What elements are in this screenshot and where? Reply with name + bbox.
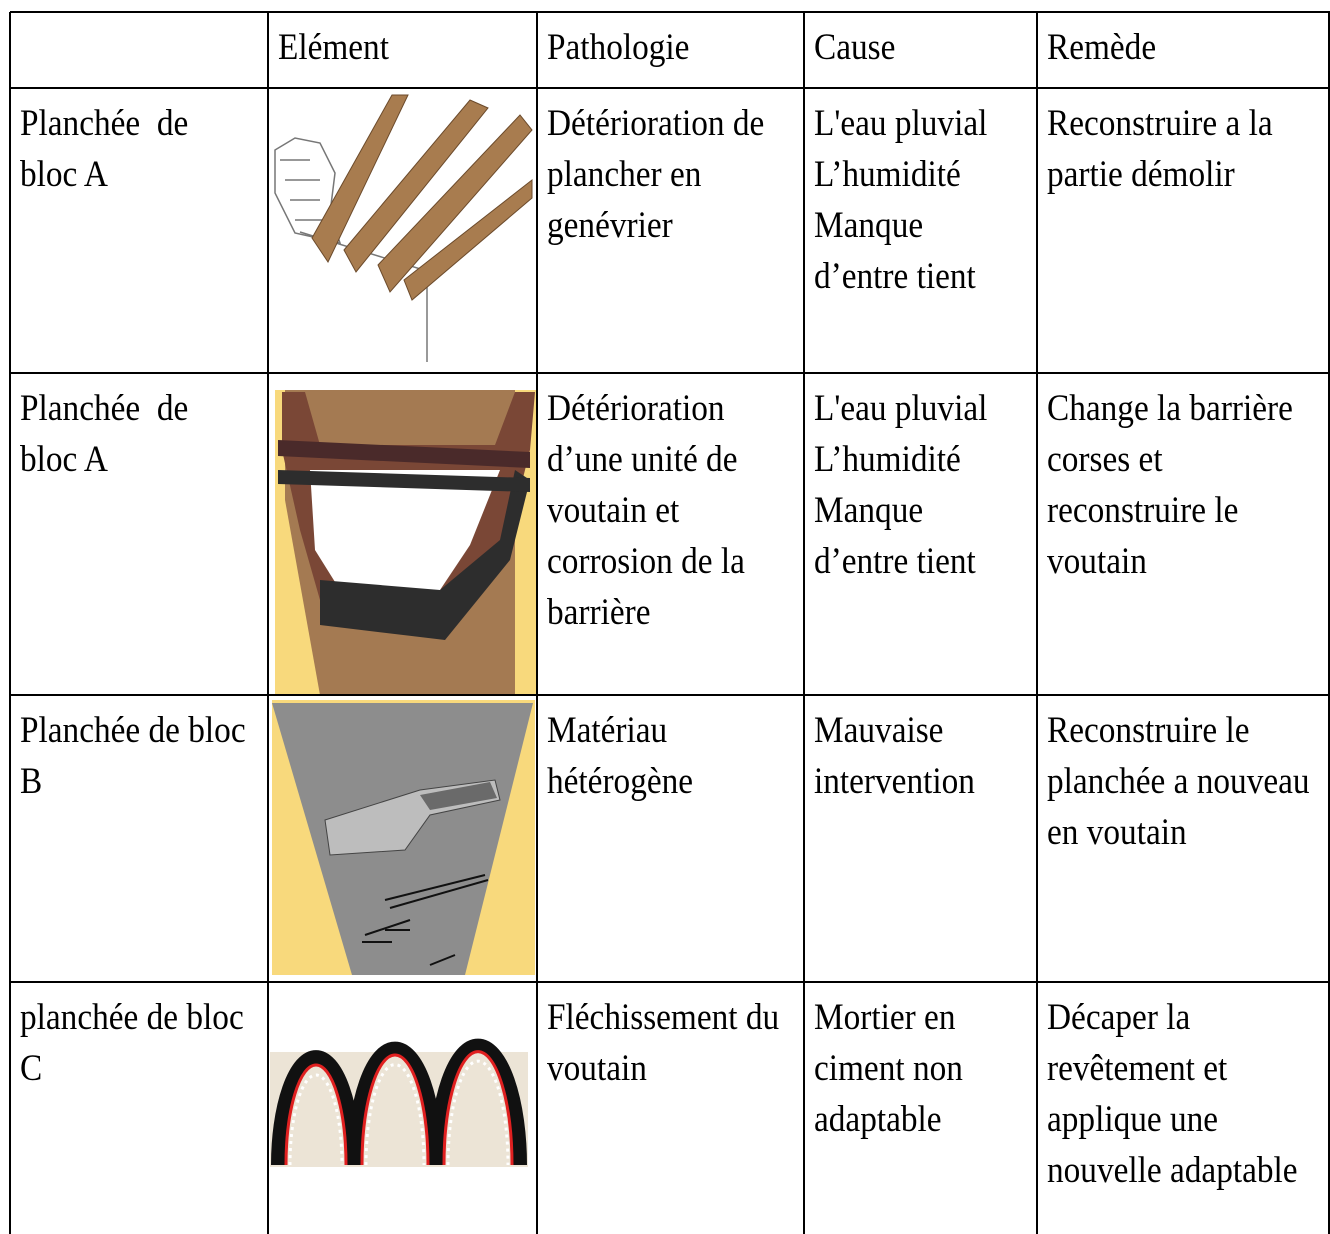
cell-text: voutain et	[547, 490, 680, 531]
cell-text: L’humidité	[814, 439, 961, 480]
cell-text: nouvelle adaptable	[1047, 1150, 1298, 1191]
heterogeneous-floor-illustration	[272, 700, 535, 975]
beam-illustration	[274, 94, 533, 362]
cell-text: L'eau pluvial	[814, 103, 988, 144]
cell-text: Détérioration de	[547, 103, 765, 144]
cell-text: L’humidité	[814, 154, 961, 195]
cell-text: voutain	[1047, 541, 1147, 582]
cell-text: Manque	[814, 205, 924, 246]
vault-illustration	[275, 390, 536, 695]
cell-text: Mortier en	[814, 997, 956, 1038]
cell-text: Décaper la	[1047, 997, 1191, 1038]
cell-text: Planchée de	[20, 103, 189, 144]
table-grid	[9, 11, 1330, 1234]
cell-text: en voutain	[1047, 812, 1187, 853]
cell-text: plancher en	[547, 154, 702, 195]
header-cell: Elément	[278, 27, 389, 68]
arches-illustration	[270, 1038, 528, 1167]
cell-text: Mauvaise	[814, 710, 944, 751]
cell-text: adaptable	[814, 1099, 942, 1140]
cell-text: voutain	[547, 1048, 647, 1089]
cell-text: revêtement et	[1047, 1048, 1228, 1089]
cell-text: d’entre tient	[814, 541, 976, 582]
cell-text: planchée a nouveau	[1047, 761, 1310, 802]
cell-text: bloc A	[20, 154, 108, 195]
cell-text: ciment non	[814, 1048, 963, 1089]
cell-text: barrière	[547, 592, 651, 633]
cell-text: corses et	[1047, 439, 1163, 480]
cell-text: Planchée de bloc	[20, 710, 246, 751]
header-cell: Remède	[1047, 27, 1157, 68]
cell-text: Matériau	[547, 710, 668, 751]
cell-text: B	[20, 761, 43, 802]
cell-text: Fléchissement du	[547, 997, 780, 1038]
cell-text: hétérogène	[547, 761, 694, 802]
cell-text: Reconstruire le	[1047, 710, 1250, 751]
cell-text: d’une unité de	[547, 439, 738, 480]
cell-text: intervention	[814, 761, 975, 802]
cell-text: Détérioration	[547, 388, 725, 429]
cell-text: bloc A	[20, 439, 108, 480]
cell-text: d’entre tient	[814, 256, 976, 297]
cell-text: Change la barrière	[1047, 388, 1293, 429]
cell-text: applique une	[1047, 1099, 1219, 1140]
cell-text: genévrier	[547, 205, 673, 246]
cell-text: Manque	[814, 490, 924, 531]
cell-text: partie démolir	[1047, 154, 1235, 195]
cell-text: Planchée de	[20, 388, 189, 429]
cell-text: reconstruire le	[1047, 490, 1239, 531]
cell-text: L'eau pluvial	[814, 388, 988, 429]
cell-text: C	[20, 1048, 43, 1089]
header-cell: Cause	[814, 27, 896, 68]
cell-text: planchée de bloc	[20, 997, 244, 1038]
header-cell: Pathologie	[547, 27, 690, 68]
cell-text: Reconstruire a la	[1047, 103, 1273, 144]
cell-text: corrosion de la	[547, 541, 745, 582]
